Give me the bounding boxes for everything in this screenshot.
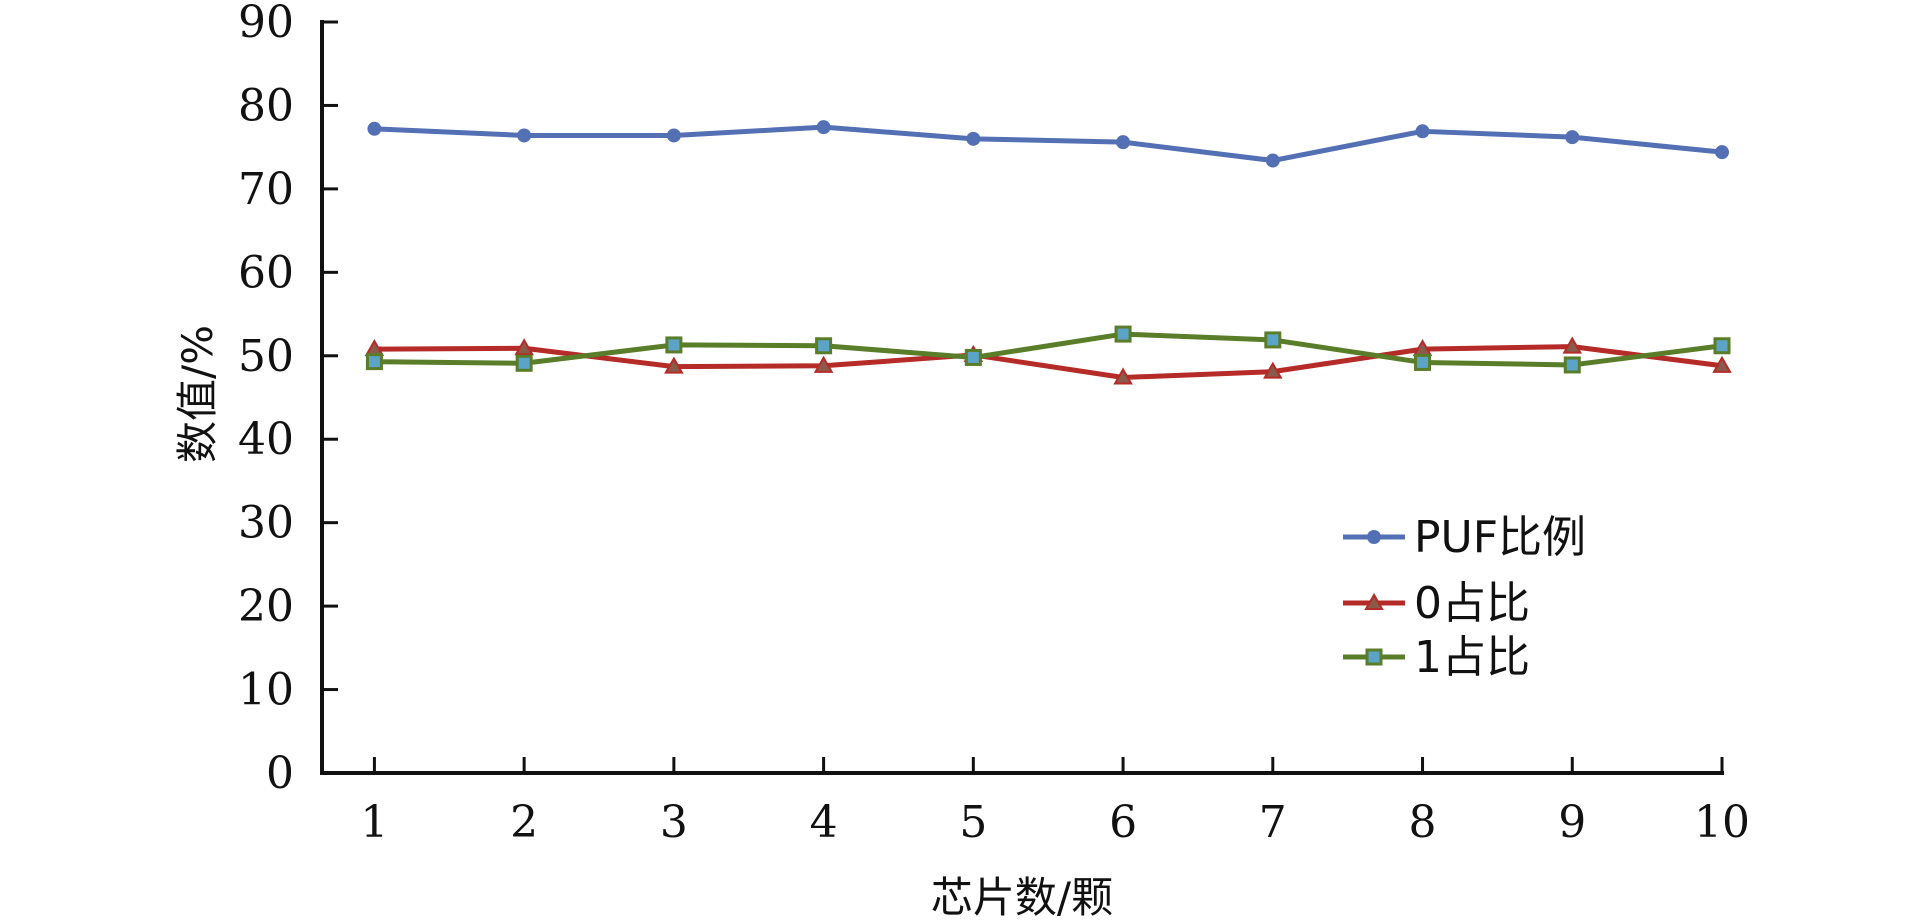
data-point [964, 348, 982, 366]
y-tick-label: 0 [266, 748, 294, 799]
y-tick-label: 10 [238, 665, 294, 716]
data-point [517, 128, 532, 143]
data-point [1113, 367, 1133, 385]
data-point [1415, 124, 1430, 139]
axes: 0 10 20 30 40 50 60 70 80 90 1 2 3 4 5 6 7 8 9 10 [238, 0, 1750, 848]
legend-label: PUF比例 [1414, 512, 1586, 563]
data-point [367, 121, 382, 136]
legend-item: 1占比 [1343, 632, 1530, 683]
data-point [1562, 336, 1583, 354]
series-line [374, 124, 1723, 164]
data-point [1563, 356, 1581, 374]
legend-marker [1364, 592, 1384, 611]
x-tick-label: 10 [1694, 797, 1750, 848]
data-point [1116, 135, 1131, 150]
series-1 [367, 120, 1729, 168]
data-point [1565, 130, 1580, 145]
data-point [514, 338, 534, 356]
y-tick-label: 80 [238, 80, 294, 131]
data-point [365, 353, 383, 371]
x-tick-label: 5 [959, 797, 987, 848]
data-point [966, 131, 981, 146]
y-tick-label: 50 [238, 331, 294, 382]
data-point [1712, 355, 1732, 373]
series-2 [364, 336, 1732, 385]
data-point [664, 356, 684, 374]
data-point [1114, 325, 1132, 343]
series-3 [365, 325, 1731, 374]
data-point [665, 336, 683, 354]
data-point [1414, 353, 1432, 371]
data-point [816, 120, 831, 135]
legend-label: 0占比 [1414, 578, 1530, 629]
y-tick-label: 30 [238, 498, 294, 549]
y-axis-title: 数值/% [173, 325, 222, 463]
x-axis-title: 芯片数/颗 [931, 873, 1113, 921]
legend-item: PUF比例 [1343, 512, 1586, 563]
data-point [666, 128, 681, 143]
y-tick-label: 40 [238, 414, 294, 465]
legend-marker [1367, 530, 1381, 544]
x-tick-label: 4 [810, 797, 838, 848]
y-tick-label: 60 [238, 247, 294, 298]
data-point [1264, 331, 1282, 349]
data-point [515, 354, 533, 372]
x-tick-label: 7 [1259, 797, 1287, 848]
x-tick-label: 2 [510, 797, 538, 848]
legend-item: 0占比 [1343, 578, 1530, 629]
x-tick-label: 8 [1409, 797, 1437, 848]
y-tick-label: 70 [238, 164, 294, 215]
y-tick-label: 90 [238, 0, 294, 48]
series-line [374, 331, 1723, 368]
data-point [813, 355, 834, 373]
series-line [374, 344, 1723, 380]
x-tick-label: 9 [1558, 797, 1586, 848]
data-point [1715, 145, 1729, 160]
x-tick-label: 3 [660, 797, 688, 848]
y-tick-label: 20 [238, 581, 294, 632]
x-tick-label: 1 [360, 797, 388, 848]
data-point [1713, 337, 1731, 355]
legend-marker [1365, 648, 1383, 666]
data-point [1263, 361, 1283, 379]
x-tick-label: 6 [1109, 797, 1137, 848]
legend-label: 1占比 [1414, 632, 1530, 683]
data-point [815, 337, 833, 355]
data-point [1265, 153, 1280, 168]
series-layer [364, 120, 1732, 385]
